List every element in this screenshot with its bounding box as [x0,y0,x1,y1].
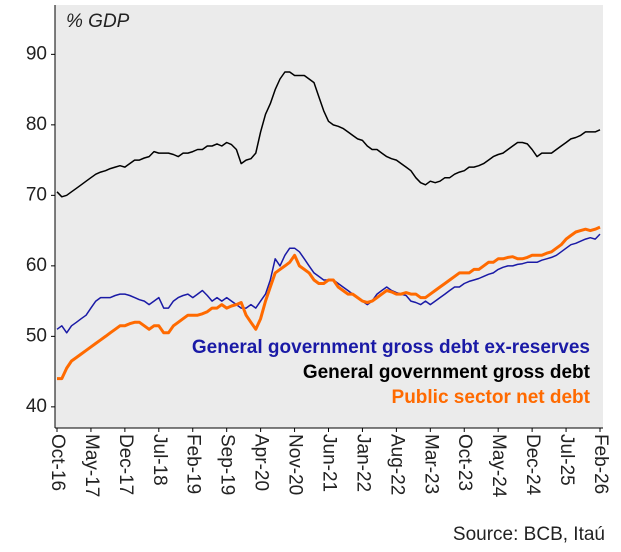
legend-entry: General government gross debt ex-reserve… [192,337,590,358]
x-tick-label: Apr-20 [251,434,272,491]
x-tick-label: Feb-19 [183,434,204,494]
y-tick-label: 70 [26,184,47,205]
x-tick-label: Feb-26 [590,434,611,494]
y-tick-label: 80 [26,114,47,135]
x-tick-label: Dec-17 [115,434,136,495]
x-tick-label: Jul-18 [149,434,170,486]
x-tick-label: Jun-21 [318,434,339,492]
x-tick-label: Jul-25 [556,434,577,486]
plot-area [55,5,603,428]
x-tick-label: Sep-19 [217,434,238,495]
source: Source: BCB, Itaú [453,524,605,545]
x-tick-label: Jan-22 [352,434,373,492]
x-tick-label: May-24 [488,434,509,498]
y-tick-label: 40 [26,396,47,417]
legend-entry: General government gross debt [303,362,591,383]
series-line [57,225,601,381]
y-axis-label: % GDP [66,11,130,32]
series-line [56,71,601,198]
legend-entry: Public sector net debt [392,387,591,408]
x-tick-label: Aug-22 [386,434,407,495]
y-tick-label: 90 [26,43,47,64]
x-tick-label: Oct-16 [47,434,68,491]
y-tick-label: 50 [26,325,47,346]
x-tick-label: Dec-24 [522,434,543,496]
x-tick-label: Oct-23 [454,434,475,491]
x-tick-label: Nov-20 [285,434,306,495]
y-tick-label: 60 [26,255,47,276]
x-tick-label: Mar-23 [420,434,441,494]
x-tick-label: May-17 [81,434,102,497]
